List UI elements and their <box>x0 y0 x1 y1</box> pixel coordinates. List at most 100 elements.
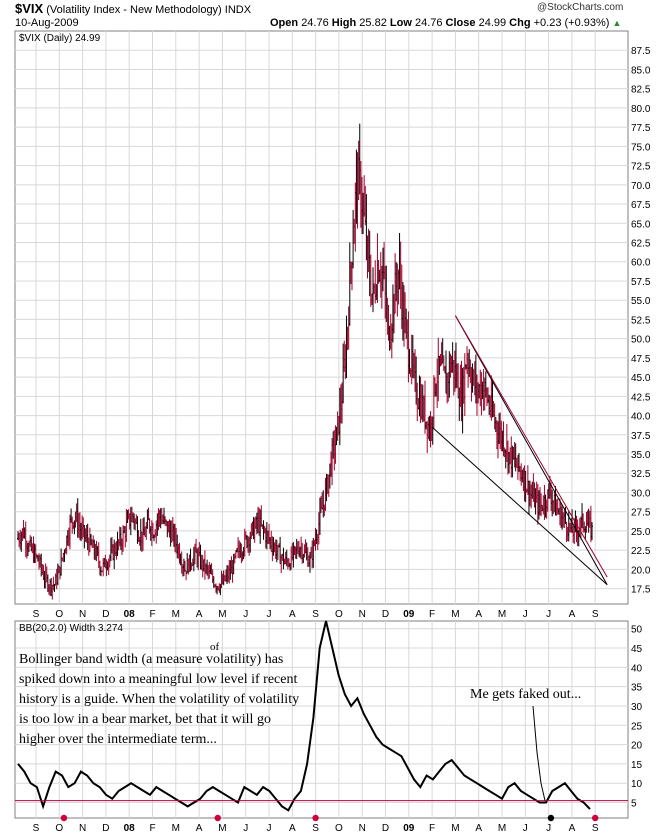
y-tick-label: 65.0 <box>631 219 651 230</box>
symbol: $VIX <box>15 1 44 16</box>
x-tick-label: 09 <box>403 609 415 620</box>
trend-line <box>454 315 608 578</box>
y-tick-label: 57.5 <box>631 277 651 288</box>
signal-marker <box>547 814 555 822</box>
x-tick-label: O <box>55 609 63 620</box>
signal-marker <box>60 814 68 822</box>
x-tick-label: F <box>429 823 435 834</box>
x-tick-label: M <box>451 823 459 834</box>
y-tick-label: 52.5 <box>631 315 651 326</box>
x-tick-label: A <box>196 823 203 834</box>
quote-summary: Open 24.76 High 25.82 Low 24.76 Close 24… <box>270 17 622 29</box>
y-tick-label: 80.0 <box>631 104 651 115</box>
x-tick-label: M <box>498 609 506 620</box>
x-tick-label: S <box>312 609 319 620</box>
x-tick-label: 08 <box>124 823 136 834</box>
y-tick-label: 27.5 <box>631 508 651 519</box>
bb-panel <box>14 620 629 819</box>
x-tick-label: F <box>149 609 155 620</box>
y-tick-label: 40 <box>631 663 643 674</box>
bb-legend: BB(20,2.0) Width 3.274 <box>19 623 123 634</box>
y-tick-label: 42.5 <box>631 392 651 403</box>
bb-width-line <box>17 620 591 812</box>
x-tick-label: D <box>102 609 109 620</box>
price-bar <box>591 522 593 541</box>
y-tick-label: 87.5 <box>631 46 651 57</box>
chart-title: $VIX (Volatility Index - New Methodology… <box>15 1 251 16</box>
x-tick-label: J <box>546 823 551 834</box>
x-tick-label: N <box>359 609 366 620</box>
x-tick-label: O <box>55 823 63 834</box>
y-tick-label: 82.5 <box>631 85 651 96</box>
annotation-line: higher over the intermediate term... <box>19 732 217 747</box>
x-tick-label: M <box>451 609 459 620</box>
x-tick-label: A <box>196 609 203 620</box>
quote-date: 10-Aug-2009 <box>15 17 79 29</box>
y-tick-label: 17.5 <box>631 585 651 596</box>
x-tick-label: M <box>498 823 506 834</box>
x-tick-label: S <box>33 609 40 620</box>
trend-line <box>454 315 608 586</box>
y-tick-label: 72.5 <box>631 162 651 173</box>
y-tick-label: 55.0 <box>631 296 651 307</box>
y-tick-label: 45 <box>631 644 643 655</box>
y-tick-label: 50 <box>631 625 643 636</box>
y-tick-label: 35 <box>631 683 643 694</box>
x-tick-label: A <box>475 823 482 834</box>
fakeout-curve <box>532 705 546 801</box>
annotation-of: of <box>210 641 220 653</box>
x-tick-label: M <box>218 823 226 834</box>
x-tick-label: F <box>149 823 155 834</box>
y-tick-label: 30 <box>631 702 643 713</box>
y-tick-label: 77.5 <box>631 123 651 134</box>
y-tick-label: 5 <box>631 799 637 810</box>
x-tick-label: 08 <box>124 609 136 620</box>
x-tick-label: 09 <box>403 823 415 834</box>
x-tick-label: J <box>267 609 272 620</box>
y-tick-label: 20.0 <box>631 565 651 576</box>
x-tick-label: N <box>359 823 366 834</box>
x-tick-label: S <box>592 823 599 834</box>
x-tick-label: J <box>267 823 272 834</box>
y-tick-label: 30.0 <box>631 488 651 499</box>
x-tick-label: J <box>546 609 551 620</box>
exchange: INDX <box>224 4 252 16</box>
x-tick-label: J <box>243 823 248 834</box>
signal-marker <box>312 814 319 822</box>
annotation-line: Bollinger band width (a measure volatili… <box>19 652 284 667</box>
copyright: @StockCharts.com <box>537 2 624 13</box>
x-tick-label: F <box>429 609 435 620</box>
x-tick-label: A <box>475 609 482 620</box>
trend-line <box>431 426 608 586</box>
y-tick-label: 75.0 <box>631 142 651 153</box>
x-tick-label: A <box>289 609 296 620</box>
up-arrow-icon: ▲ <box>612 18 622 28</box>
index-name: (Volatility Index - New Methodology) <box>46 4 222 16</box>
x-tick-label: S <box>312 823 319 834</box>
x-tick-label: N <box>79 823 86 834</box>
x-tick-label: A <box>289 823 296 834</box>
price-legend: $VIX (Daily) 24.99 <box>19 33 101 44</box>
x-tick-label: D <box>382 609 389 620</box>
x-tick-label: O <box>335 823 343 834</box>
x-tick-label: J <box>523 823 528 834</box>
y-tick-label: 20 <box>631 741 643 752</box>
x-tick-label: M <box>172 823 180 834</box>
x-tick-label: J <box>523 609 528 620</box>
x-tick-label: N <box>79 609 86 620</box>
x-tick-label: J <box>243 609 248 620</box>
y-tick-label: 22.5 <box>631 546 651 557</box>
y-tick-label: 35.0 <box>631 450 651 461</box>
y-tick-label: 47.5 <box>631 354 651 365</box>
x-tick-label: D <box>382 823 389 834</box>
annotation-text: Bollinger band width (a measure volatili… <box>19 650 299 750</box>
y-tick-label: 25.0 <box>631 527 651 538</box>
x-tick-label: M <box>218 609 226 620</box>
x-tick-label: S <box>592 609 599 620</box>
y-tick-label: 62.5 <box>631 239 651 250</box>
y-tick-label: 10 <box>631 779 643 790</box>
y-tick-label: 70.0 <box>631 181 651 192</box>
y-tick-label: 85.0 <box>631 65 651 76</box>
x-tick-label: D <box>102 823 109 834</box>
